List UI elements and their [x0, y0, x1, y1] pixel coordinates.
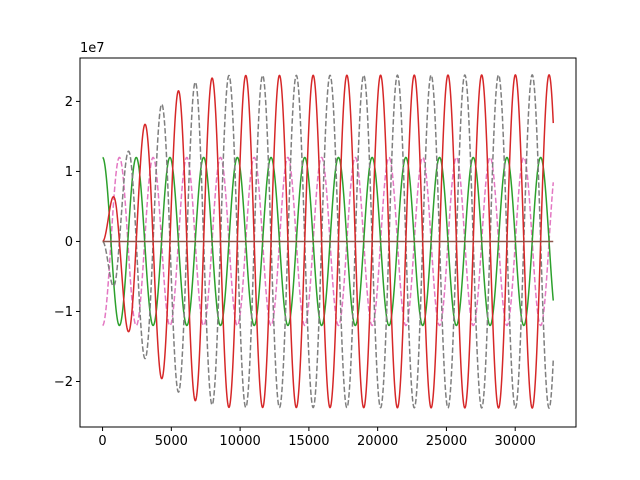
- x-tick-label: 25000: [426, 434, 467, 449]
- x-axis: 0 5000 10000 15000 20000 25000 30000: [98, 427, 536, 449]
- y-offset-label: 1e7: [80, 41, 105, 56]
- series-line-2: [102, 156, 555, 327]
- x-tick-label: 20000: [357, 434, 398, 449]
- y-tick-label: 0: [65, 235, 73, 250]
- y-axis: −2 −1 0 1 2: [54, 95, 80, 390]
- series-layer: [102, 74, 555, 409]
- y-tick-label: 2: [65, 95, 73, 110]
- x-tick-label: 10000: [219, 434, 260, 449]
- series-line-1: [102, 156, 555, 327]
- x-tick-label: 0: [98, 434, 106, 449]
- y-tick-label: 1: [65, 165, 73, 180]
- y-tick-label: −1: [54, 305, 73, 320]
- series-line-3: [102, 74, 555, 409]
- x-tick-label: 5000: [155, 434, 188, 449]
- plot-frame: [79, 57, 577, 428]
- x-tick-label: 30000: [495, 434, 536, 449]
- series-line-4: [102, 74, 555, 409]
- x-tick-label: 15000: [288, 434, 329, 449]
- y-tick-label: −2: [54, 375, 73, 390]
